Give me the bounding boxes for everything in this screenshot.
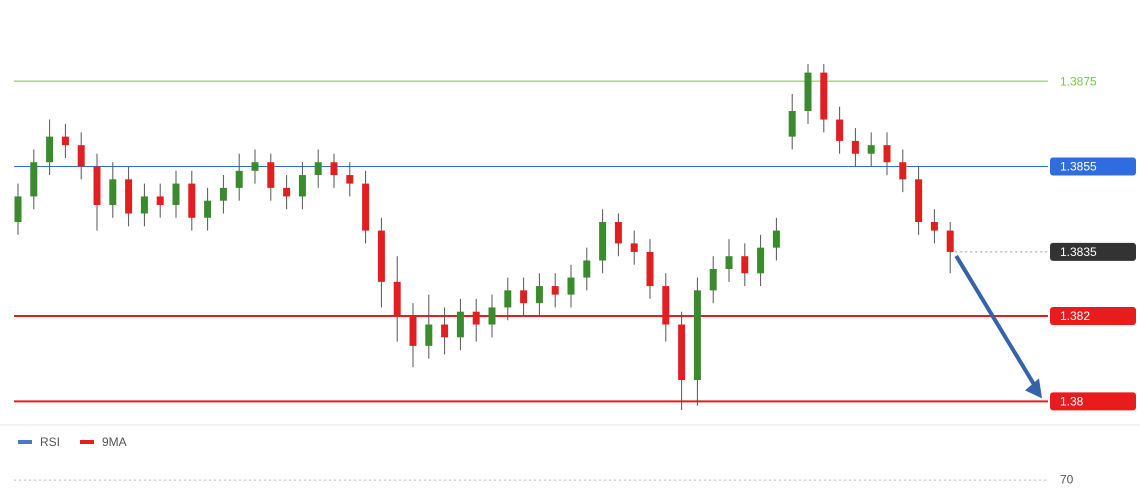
candle-body [678,324,686,381]
candle-body [362,183,370,231]
candle-body [804,72,812,112]
candle-body [204,200,212,218]
candle-body [567,277,575,295]
candle-body [219,187,227,201]
candle-body [377,230,385,282]
candle-body [188,183,196,218]
candle-body [283,187,291,197]
legend-swatch [80,440,94,444]
candle-body [915,179,923,223]
candle-body [551,286,559,295]
candle-body [504,290,512,308]
candle-body [330,162,338,176]
level-label: 1.3855 [1060,160,1097,174]
candle-body [125,179,133,214]
forecast-arrow-head [1025,378,1042,399]
legend-label: RSI [40,435,60,449]
level-label: 1.382 [1060,309,1090,323]
candle-body [346,175,354,184]
level-label: 1.38 [1060,395,1084,409]
candle-body [251,162,259,171]
candle-body [456,311,464,338]
candle-body [725,256,733,270]
candle-body [709,269,717,291]
candle-body [583,260,591,278]
candle-body [899,162,907,180]
level-label-box [1050,157,1136,176]
level-label-box [1050,392,1136,411]
candle-body [298,175,306,197]
level-label: 1.3835 [1060,245,1097,259]
candle-body [140,196,148,214]
candle-body [946,230,954,252]
rsi-tick-label: 70 [1060,472,1074,486]
level-label-box [1050,242,1136,261]
candle-body [14,196,22,223]
candle-body [535,286,543,304]
level-label: 1.3875 [1060,74,1097,88]
candle-body [820,72,828,120]
candle-body [757,247,765,274]
candle-body [836,119,844,141]
candle-body [488,307,496,325]
candle-body [46,136,54,163]
candle-body [393,281,401,316]
candle-body [646,251,654,287]
candle-body [267,162,275,188]
candle-body [741,256,749,274]
candle-body [235,170,243,188]
candle-body [109,179,117,205]
candle-body [441,324,449,338]
candle-body [772,230,780,248]
candle-body [662,286,670,325]
legend-swatch [18,440,32,444]
candle-body [409,315,417,346]
candle-body [867,145,875,154]
candle-body [520,290,528,304]
candle-body [630,243,638,252]
legend-label: 9MA [102,435,127,449]
candle-body [172,183,180,205]
level-label-box [1050,306,1136,325]
candle-body [693,290,701,381]
candle-body [851,140,859,154]
candle-body [599,222,607,261]
candle-body [93,166,101,205]
candle-body [930,222,938,231]
candle-body [472,311,480,325]
candle-body [883,145,891,163]
candle-body [425,324,433,346]
candle-body [614,222,622,244]
candle-body [314,162,322,176]
candle-body [77,145,85,167]
candle-body [61,136,69,146]
candle-body [156,196,164,205]
forecast-arrow [954,254,1036,386]
candle-body [788,111,796,137]
candle-body [30,162,38,197]
